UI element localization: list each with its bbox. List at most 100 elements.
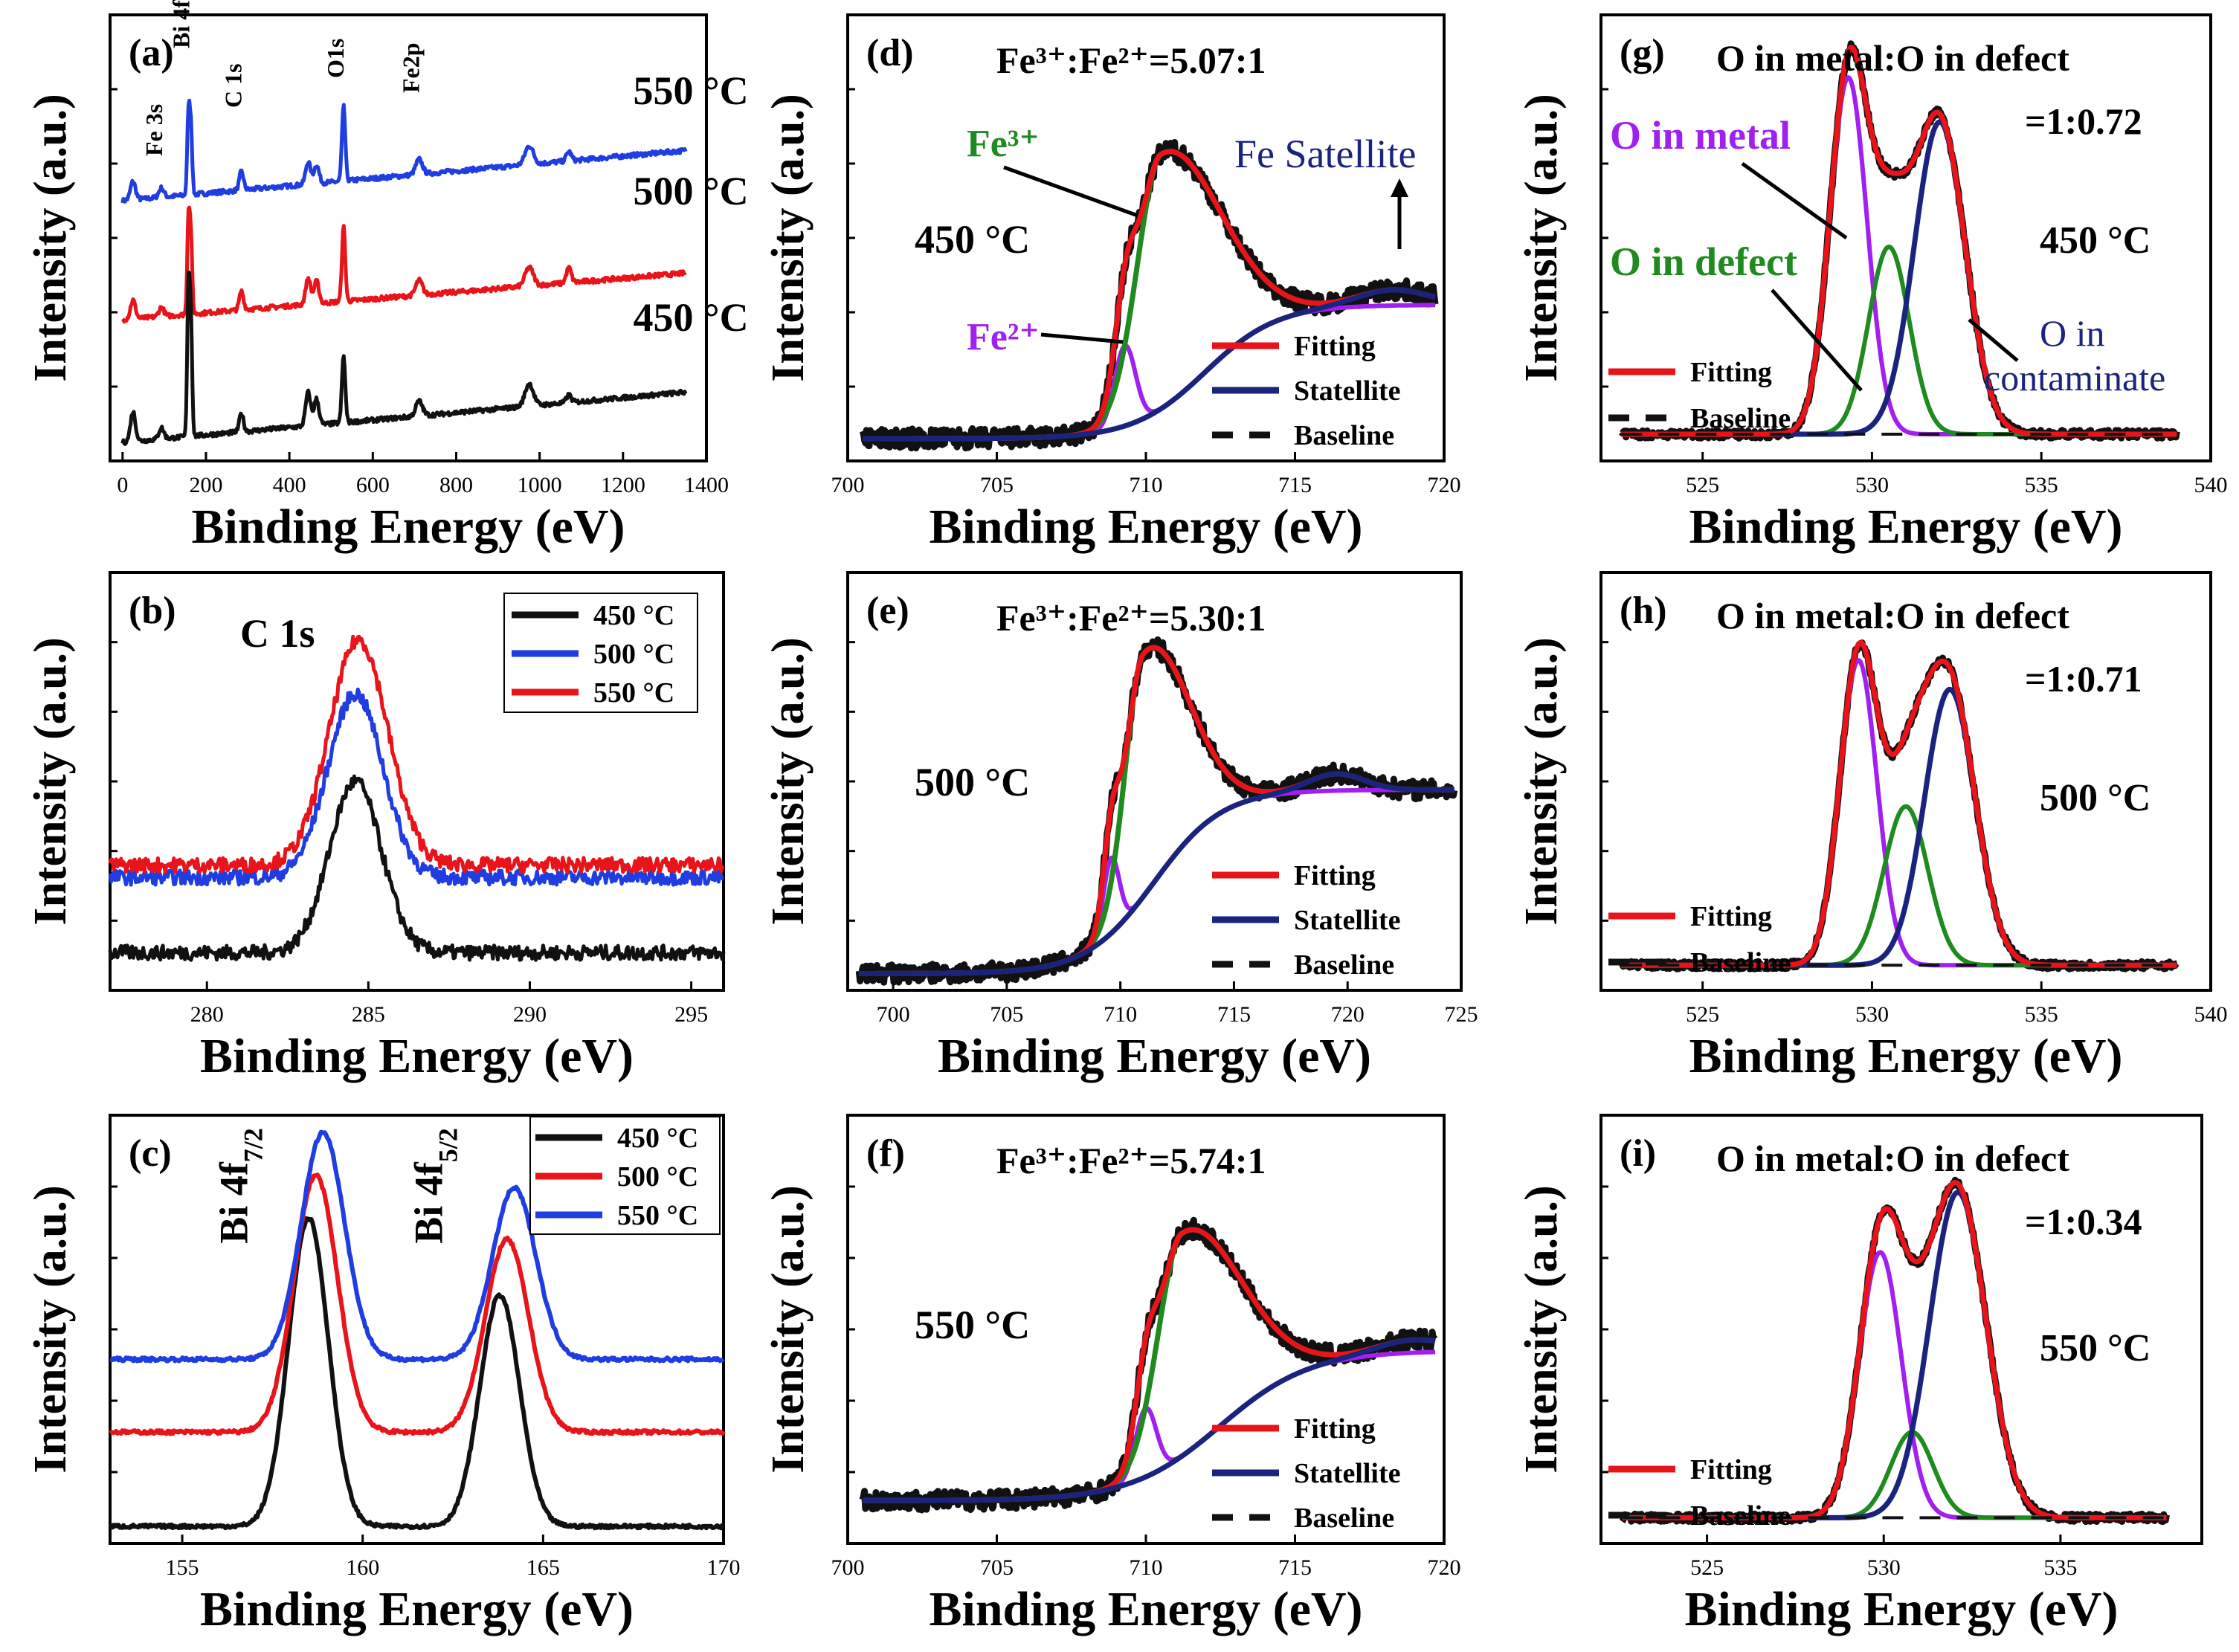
x-tick-label: 295 bbox=[674, 1002, 708, 1027]
x-tick-label: 710 bbox=[1130, 1555, 1163, 1580]
legend-label: Statellite bbox=[1294, 375, 1401, 407]
fe3-annotation: Fe³⁺ bbox=[967, 123, 1040, 165]
x-tick-label: 540 bbox=[2194, 1002, 2228, 1027]
series-line bbox=[108, 774, 726, 962]
x-tick-label: 1200 bbox=[601, 473, 645, 497]
legend-label: Baseline bbox=[1690, 403, 1791, 434]
y-axis-label: Intensity (a.u.) bbox=[763, 1185, 814, 1474]
series-line bbox=[109, 1172, 726, 1436]
panel-h: 525 530 535 540 Binding Energy (eV) Intensity… bbox=[1516, 571, 2228, 1083]
satellite-line bbox=[857, 771, 1456, 976]
panel-label: (d) bbox=[866, 32, 914, 74]
o-defect-annotation: O in defect bbox=[1610, 239, 1797, 284]
ratio-value: =1:0.34 bbox=[2025, 1201, 2142, 1242]
x-tick-label: 1400 bbox=[684, 473, 729, 497]
x-tick-label: 400 bbox=[273, 473, 306, 497]
x-tick-label: 700 bbox=[877, 1002, 910, 1027]
x-axis-label: Binding Energy (eV) bbox=[1689, 1029, 2122, 1083]
x-tick-label: 530 bbox=[1855, 1002, 1889, 1027]
raw-data-line bbox=[855, 636, 1458, 986]
x-tick-label: 290 bbox=[513, 1002, 547, 1027]
x-tick-label: 1000 bbox=[518, 473, 562, 497]
legend-label: 500 °C bbox=[593, 639, 674, 670]
x-tick-label: 710 bbox=[1130, 473, 1163, 497]
series-line bbox=[109, 1216, 726, 1531]
panel-g: 525 530 535 540 Binding Energy (eV) Intensity… bbox=[1516, 13, 2228, 554]
temperature-label: 500 °C bbox=[2040, 777, 2151, 819]
series-line bbox=[120, 98, 688, 204]
y-axis-label: Intensity (a.u.) bbox=[1516, 1185, 1567, 1474]
x-tick-label: 525 bbox=[1690, 1555, 1724, 1580]
y-axis-label: Intensity (a.u.) bbox=[763, 637, 814, 926]
ratio-label: Fe³⁺:Fe²⁺=5.30:1 bbox=[996, 597, 1266, 639]
panel-label: (c) bbox=[129, 1132, 172, 1175]
arrow-head bbox=[1391, 178, 1408, 197]
legend-label: 500 °C bbox=[617, 1161, 698, 1193]
legend-label: Statellite bbox=[1294, 1458, 1401, 1489]
satellite-line bbox=[861, 1337, 1437, 1503]
satellite-line bbox=[861, 287, 1437, 442]
legend-label: Fitting bbox=[1690, 357, 1772, 388]
x-tick-label: 165 bbox=[526, 1555, 560, 1580]
panel-title: C 1s bbox=[240, 611, 315, 656]
panel-e: 700 705 710 715 720 725 Binding Energy (eV) Int… bbox=[763, 571, 1478, 1083]
x-tick-label: 705 bbox=[980, 1555, 1014, 1580]
annotation-subscript: 5/2 bbox=[433, 1128, 463, 1162]
series-label: 500 °C bbox=[633, 169, 748, 213]
annotation-arrow bbox=[1040, 332, 1124, 344]
x-tick-label: 280 bbox=[190, 1002, 224, 1027]
y-axis-label: Intensity (a.u.) bbox=[25, 637, 76, 926]
x-tick-label: 720 bbox=[1331, 1002, 1365, 1027]
ratio-label: O in metal:O in defect bbox=[1716, 595, 2069, 636]
legend-label: Fitting bbox=[1690, 901, 1772, 932]
x-tick-label: 540 bbox=[2194, 473, 2228, 497]
x-tick-label: 535 bbox=[2043, 1555, 2077, 1580]
legend-label: Baseline bbox=[1690, 1500, 1791, 1532]
peak-annotation: Bi 4f bbox=[168, 0, 195, 48]
series-line bbox=[109, 1129, 725, 1364]
annotation-subscript: 7/2 bbox=[238, 1128, 268, 1162]
x-tick-label: 530 bbox=[1855, 473, 1889, 497]
x-tick-label: 700 bbox=[831, 473, 865, 497]
x-axis-label: Binding Energy (eV) bbox=[200, 1029, 634, 1083]
x-tick-label: 715 bbox=[1278, 1555, 1312, 1580]
x-axis-label: Binding Energy (eV) bbox=[929, 1582, 1362, 1636]
series-line bbox=[108, 687, 724, 887]
x-tick-label: 600 bbox=[356, 473, 390, 497]
x-tick-label: 525 bbox=[1686, 473, 1719, 497]
satellite-annotation: Fe Satellite bbox=[1234, 132, 1416, 176]
annotation-arrow bbox=[1741, 161, 1848, 240]
ratio-label: O in metal:O in defect bbox=[1716, 37, 2069, 79]
o-metal-annotation: O in metal bbox=[1610, 113, 1791, 158]
legend-label: Fitting bbox=[1294, 1413, 1376, 1445]
legend-label: 450 °C bbox=[593, 600, 674, 631]
x-tick-label: 170 bbox=[707, 1555, 741, 1580]
panel-label: (i) bbox=[1620, 1132, 1656, 1175]
x-tick-label: 0 bbox=[117, 473, 128, 497]
panel-label: (b) bbox=[129, 590, 176, 632]
x-axis-label: Binding Energy (eV) bbox=[1684, 1582, 2118, 1636]
legend-label: Fitting bbox=[1294, 331, 1376, 362]
annotation-arrow bbox=[1968, 318, 2019, 362]
x-tick-label: 525 bbox=[1686, 1002, 1719, 1027]
peak-annotation: O1s bbox=[322, 39, 349, 78]
ratio-label: O in metal:O in defect bbox=[1716, 1138, 2069, 1179]
panel-f: 700 705 710 715 720 Binding Energy (eV) Intens… bbox=[763, 1114, 1461, 1636]
x-axis-label: Binding Energy (eV) bbox=[200, 1582, 634, 1636]
x-axis-label: Binding Energy (eV) bbox=[938, 1029, 1371, 1083]
o-contaminate-annotation: O in bbox=[2040, 312, 2105, 354]
annotation-arrow bbox=[1771, 288, 1863, 392]
y-axis-label: Intensity (a.u.) bbox=[25, 1185, 76, 1474]
legend-label: Fitting bbox=[1690, 1454, 1772, 1485]
legend-label: Baseline bbox=[1294, 420, 1394, 451]
x-tick-label: 200 bbox=[189, 473, 222, 497]
annotation-arrow bbox=[1003, 165, 1138, 218]
temperature-label: 550 °C bbox=[2040, 1327, 2151, 1369]
peak-annotation: C 1s bbox=[220, 63, 247, 108]
x-axis-label: Binding Energy (eV) bbox=[929, 500, 1362, 554]
x-tick-label: 535 bbox=[2025, 473, 2058, 497]
y-axis-label: Intensity (a.u.) bbox=[1516, 637, 1567, 926]
panel-label: (f) bbox=[866, 1132, 905, 1175]
